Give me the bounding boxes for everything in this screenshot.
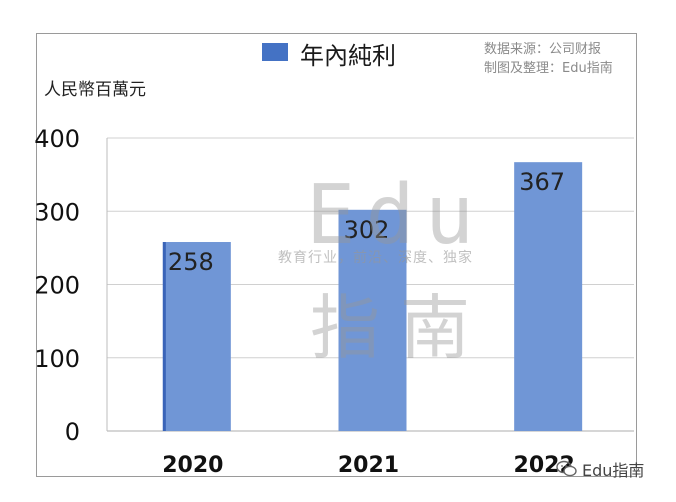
source-line-1: 数据来源：公司财报 <box>484 42 602 57</box>
bar-2022 <box>514 162 583 432</box>
watermark-tagline: 教育行业，前沿、深度、独家 <box>278 250 473 266</box>
watermark-edu: Edu <box>306 168 485 263</box>
x-tick-label: 2021 <box>338 453 399 478</box>
data-label: 302 <box>344 216 390 244</box>
badge-text: Edu指南 <box>582 461 645 480</box>
data-label: 367 <box>519 168 565 196</box>
y-tick-label: 100 <box>34 345 80 373</box>
source-note: 数据来源：公司财报 制图及整理：Edu指南 <box>484 40 613 78</box>
bar-2020 <box>162 242 231 431</box>
y-axis-unit-label: 人民幣百萬元 <box>44 80 146 100</box>
watermark-zhinan: 指南 <box>310 287 490 369</box>
x-tick-label: 2020 <box>162 453 223 478</box>
source-line-2: 制图及整理：Edu指南 <box>484 61 613 76</box>
y-tick-label: 0 <box>65 418 80 446</box>
bar-2021 <box>338 209 407 431</box>
y-tick-label: 300 <box>34 198 80 226</box>
wechat-badge: Edu指南 <box>556 457 644 481</box>
y-tick-label: 200 <box>34 272 80 300</box>
legend-label: 年內純利 <box>300 42 396 70</box>
legend-swatch <box>262 43 288 61</box>
y-tick-label: 400 <box>34 125 80 153</box>
data-label: 258 <box>168 248 214 276</box>
wechat-icon <box>556 460 577 477</box>
bar-edge <box>162 242 166 431</box>
